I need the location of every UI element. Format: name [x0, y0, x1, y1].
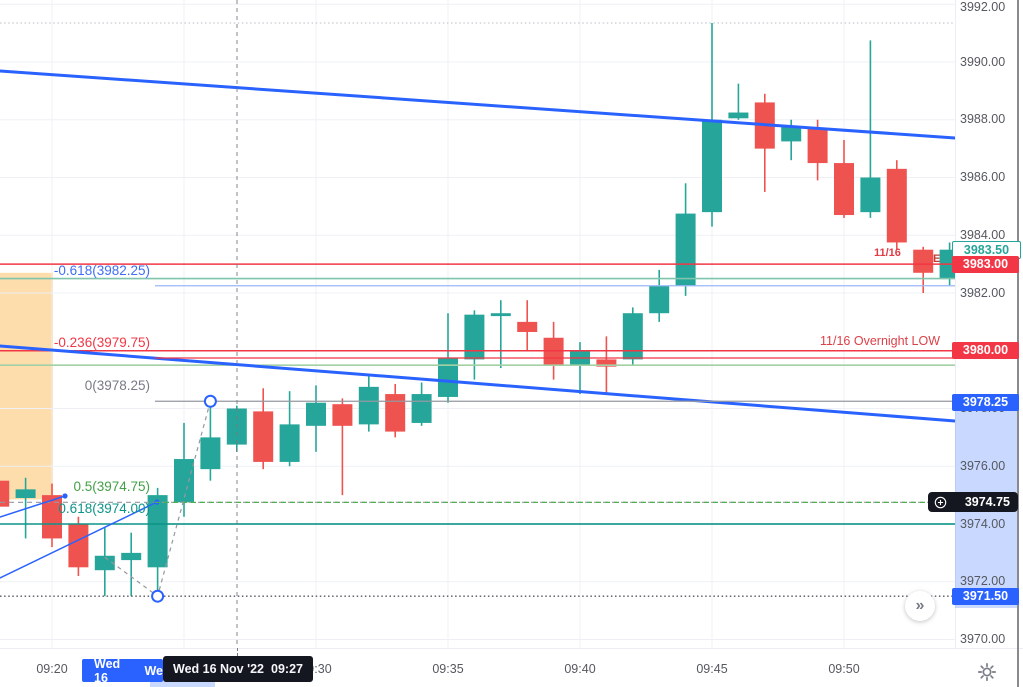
- price-tick: 3992.00: [960, 0, 1006, 14]
- candle-body: [886, 168, 907, 243]
- fib-anchor-handle[interactable]: [151, 589, 165, 603]
- price-tick: 3990.00: [960, 54, 1006, 69]
- candle-body: [860, 177, 881, 213]
- time-tick: 09:20: [36, 662, 68, 676]
- crosshair-time-tooltip: Wed 16 Nov '22 09:27: [163, 656, 313, 682]
- trendline[interactable]: [0, 69, 955, 140]
- plus-circle-icon[interactable]: [934, 496, 947, 509]
- candle-body: [411, 394, 432, 423]
- candle-body: [42, 495, 62, 539]
- price-tick: 3976.00: [960, 458, 1006, 473]
- time-axis-selection-strip: [150, 680, 215, 687]
- price-tick: 3974.00: [960, 516, 1006, 531]
- price-tick: 3984.00: [960, 227, 1006, 242]
- candle-body: [68, 524, 89, 568]
- candle-body: [94, 555, 115, 571]
- time-tick: 09:35: [432, 662, 464, 676]
- candle-body: [174, 459, 194, 503]
- candle-body: [15, 489, 36, 499]
- fib-anchor-handle[interactable]: [203, 394, 217, 408]
- price-axis-separator: [955, 0, 956, 648]
- fib-label-0[interactable]: 0(3978.25): [84, 378, 150, 394]
- double-chevron-right-button[interactable]: »: [905, 591, 935, 621]
- time-tick: 09:45: [696, 662, 728, 676]
- line-label-overnight-low: 11/16 Overnight LOW: [820, 334, 940, 348]
- price-tick: 3972.00: [960, 574, 1006, 589]
- candle-body: [385, 394, 406, 432]
- fib-label--0.618[interactable]: -0.618(3982.25): [53, 262, 150, 278]
- crosshair-price-value: 3974.75: [964, 494, 1010, 509]
- candles-layer: [0, 23, 955, 597]
- price-tick: 3986.00: [960, 170, 1006, 184]
- candle-body: [306, 402, 326, 426]
- candle-body: [807, 128, 828, 164]
- candle-body: [0, 480, 10, 507]
- settings-gear-icon[interactable]: [977, 662, 997, 682]
- candle-body: [649, 285, 670, 314]
- time-anchor-badge-label: Wed 16: [94, 659, 121, 682]
- candle-body: [913, 249, 934, 273]
- trendline[interactable]: [0, 501, 158, 579]
- time-tick: 09:40: [564, 662, 596, 676]
- time-anchor-badge: Wed 16 We: [82, 659, 163, 682]
- price-line-badge-3978-25: 3978.25: [952, 394, 1019, 411]
- fib-label--0.236[interactable]: -0.236(3979.75): [53, 334, 150, 350]
- price-line-badge-3980: 3980.00: [952, 342, 1019, 359]
- candle-body: [728, 112, 749, 119]
- candle-body: [200, 437, 221, 470]
- candle-body: [702, 119, 722, 213]
- candle-body: [675, 213, 696, 286]
- line-label-11-16: 11/16: [874, 247, 901, 259]
- candle-body: [332, 404, 353, 426]
- price-line-badge-3971-50: 3971.50: [952, 588, 1019, 605]
- price-tick: 3970.00: [960, 632, 1006, 646]
- crosshair-price-badge[interactable]: 3974.75: [928, 492, 1018, 512]
- fib-label-0.5[interactable]: 0.5(3974.75): [73, 479, 150, 495]
- candle-body: [253, 411, 274, 462]
- time-anchor-badge-label-2: We: [144, 663, 163, 678]
- crosshair-tooltip-date: Wed 16 Nov '22: [173, 662, 264, 676]
- candle-body: [781, 126, 802, 142]
- trendline[interactable]: [0, 495, 66, 518]
- candle-body: [622, 313, 643, 360]
- session-highlight-region: [0, 272, 53, 500]
- trendline-endpoint[interactable]: [62, 493, 68, 499]
- time-axis-separator: [0, 648, 1023, 649]
- candle-body: [358, 386, 379, 425]
- last-price-badge: 3983.50: [952, 241, 1021, 259]
- candle-body: [596, 359, 617, 367]
- price-tick: 3988.00: [960, 112, 1006, 127]
- candle-body: [490, 313, 511, 317]
- candle-body: [147, 495, 168, 568]
- candle-body: [279, 424, 300, 462]
- candle-body: [438, 357, 458, 397]
- price-line-badge-3983: 3983.00: [952, 256, 1019, 273]
- candle-body: [834, 163, 854, 216]
- crosshair-vertical-tail: [237, 648, 238, 656]
- candle-body: [464, 314, 485, 360]
- candle-body: [121, 552, 142, 561]
- price-tick: 3982.00: [960, 285, 1006, 300]
- crosshair-tooltip-time: 09:27: [271, 662, 303, 676]
- candle-body: [517, 321, 538, 332]
- fib-level-lines[interactable]: [155, 285, 955, 525]
- time-tick: 09:50: [828, 662, 860, 676]
- line-label-e: E: [933, 253, 940, 265]
- chart-canvas[interactable]: E: [0, 0, 955, 648]
- fib-label-0.618[interactable]: 0.618(3974.00): [58, 501, 150, 516]
